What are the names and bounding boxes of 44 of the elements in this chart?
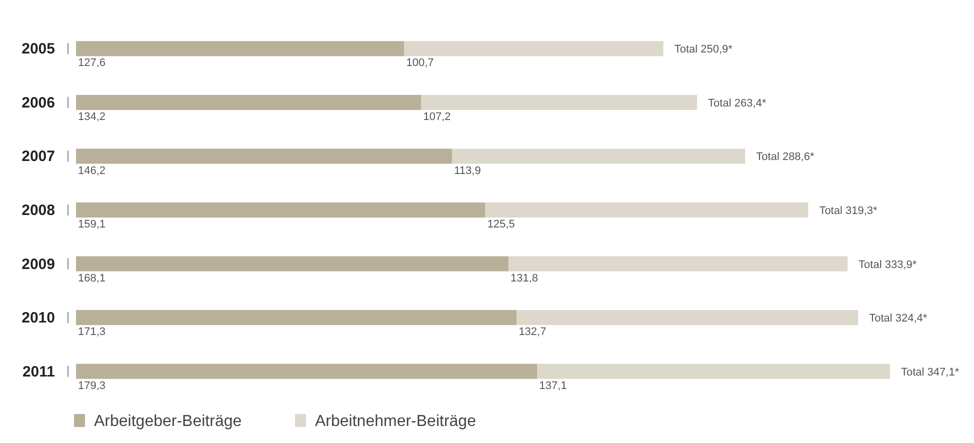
data-label: 107,2 — [423, 110, 451, 123]
data-label: 127,6 — [78, 57, 106, 70]
total-label: Total 347,1* — [901, 366, 960, 378]
y-tick-label: 2011 — [22, 363, 55, 380]
bar — [76, 256, 508, 272]
data-label: 100,7 — [406, 57, 434, 70]
data-label: 159,1 — [78, 218, 106, 231]
total-label: Total 288,6* — [756, 151, 815, 164]
bar — [76, 41, 404, 56]
data-label: 168,1 — [78, 272, 106, 284]
bar — [421, 94, 698, 110]
y-tick-label: 2008 — [22, 202, 55, 219]
legend-label: Arbeitnehmer-Beiträge — [315, 413, 476, 430]
bar — [516, 310, 858, 326]
y-tick-label: 2005 — [22, 40, 55, 58]
data-label: 146,2 — [78, 164, 106, 177]
bar — [452, 148, 746, 164]
bar — [485, 202, 808, 218]
data-label: 131,8 — [510, 272, 538, 284]
bar — [76, 148, 452, 164]
bar — [76, 94, 422, 110]
total-label: Total 333,9* — [858, 258, 918, 271]
bar — [76, 202, 486, 218]
bar — [537, 364, 890, 379]
y-tick-label: 2009 — [22, 256, 55, 273]
y-tick-label: 2006 — [22, 94, 55, 112]
data-label: 171,3 — [78, 326, 106, 338]
bar — [404, 41, 664, 56]
data-label: 125,5 — [487, 218, 515, 231]
bar — [76, 364, 538, 379]
legend-label: Arbeitgeber-Beiträge — [94, 413, 242, 430]
data-label: 134,2 — [78, 110, 106, 123]
total-label: Total 263,4* — [708, 97, 767, 110]
total-label: Total 324,4* — [869, 312, 928, 325]
data-label: 179,3 — [78, 380, 106, 392]
total-label: Total 319,3* — [819, 205, 878, 217]
data-label: 137,1 — [539, 380, 567, 392]
bar — [508, 256, 848, 272]
data-label: 132,7 — [518, 326, 546, 338]
total-label: Total 250,9* — [674, 44, 734, 56]
data-label: 113,9 — [454, 164, 481, 177]
y-tick-label: 2010 — [22, 310, 55, 327]
bar — [76, 310, 517, 326]
y-tick-label: 2007 — [22, 148, 55, 166]
